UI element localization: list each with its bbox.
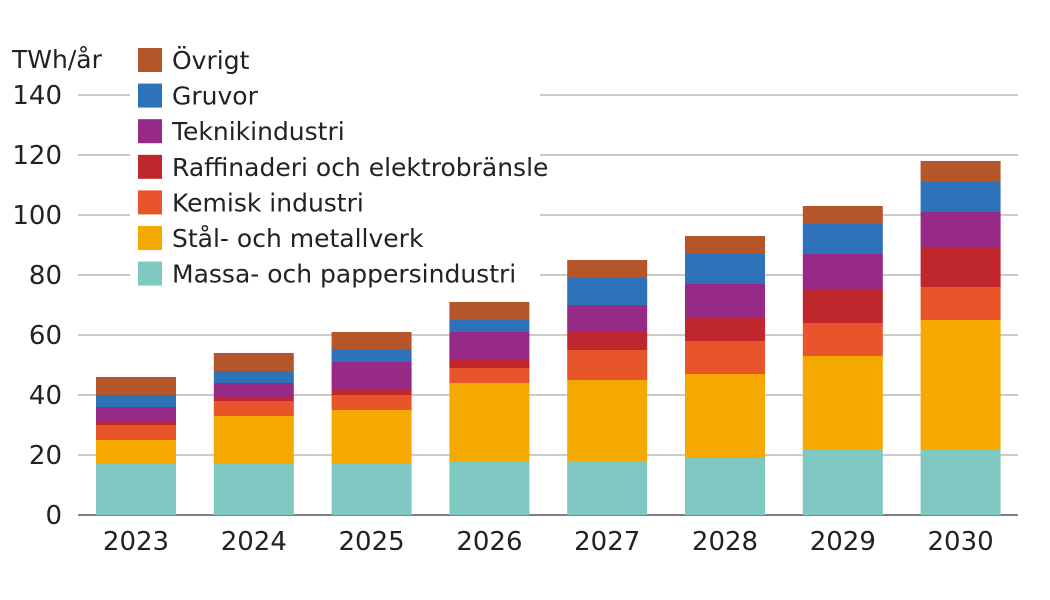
legend-label: Övrigt [172,46,250,75]
bar-segment [449,368,530,383]
bar-segment [567,332,648,350]
bar-segment [802,254,883,290]
bar-segment [213,371,294,383]
y-tick-label: 100 [12,201,62,231]
bar-segment [685,284,765,317]
bar-segment [96,464,176,515]
y-tick-label: 40 [29,381,62,411]
y-tick-label: 20 [29,441,62,471]
legend-background [130,82,540,294]
legend-swatch [138,226,162,250]
bar-segment [449,383,530,461]
bar-segment [213,353,294,371]
bar-segment [449,359,530,368]
y-tick-label: 0 [45,501,62,531]
x-tick-label: 2026 [456,527,522,557]
bar-segment [96,425,176,440]
bar-segment [96,395,176,407]
bar-segment [331,410,412,464]
bar-segment [567,461,648,515]
bar-segment [449,320,530,332]
bar-segment [213,416,294,464]
bar-segment [567,305,648,332]
bar-segment [920,212,1001,248]
bar-segment [567,260,648,278]
bar-segment [567,350,648,380]
legend-swatch [138,119,162,144]
bar-segment [213,398,294,401]
bar-segment [449,461,530,515]
bar-segment [331,464,412,515]
bar-segment [567,380,648,461]
x-tick-label: 2029 [810,527,876,557]
bar-segment [213,383,294,398]
bar-segment [331,389,412,395]
bar-segment [802,449,883,515]
bar-segment [685,341,765,374]
legend-swatch [138,48,162,72]
legend-swatch [138,261,162,286]
y-tick-label: 80 [29,261,62,291]
bar-segment [96,440,176,464]
bar-segment [96,422,176,425]
bar-segment [685,374,765,458]
bars [96,161,1001,515]
bar-segment [331,332,412,350]
bar-segment [920,320,1001,449]
x-tick-label: 2025 [339,527,405,557]
x-tick-label: 2030 [928,527,994,557]
bar-segment [920,161,1001,182]
legend-label: Teknikindustri [171,117,345,146]
bar-segment [96,407,176,422]
bar-segment [920,287,1001,320]
legend-label: Raffinaderi och elektrobränsle [172,153,548,182]
bar-segment [331,350,412,362]
bar-segment [213,464,294,515]
bar-segment [685,458,765,515]
y-tick-label: 60 [29,321,62,351]
y-axis: 0 20 40 60 80 100 120 140 [12,81,62,531]
bar-segment [802,356,883,449]
y-tick-label: 140 [12,81,62,111]
bar-segment [449,332,530,359]
bar-segment [685,236,765,254]
bar-segment [802,206,883,224]
bar-segment [331,362,412,389]
legend: Övrigt Gruvor Teknikindustri Raffinaderi oc… [138,46,548,289]
x-tick-label: 2028 [692,527,758,557]
bar-segment [331,395,412,410]
bar-segment [96,377,176,395]
bar-segment [685,254,765,284]
legend-label: Stål- och metallverk [172,224,424,253]
bar-segment [920,248,1001,287]
bar-segment [449,302,530,320]
bar-segment [213,401,294,416]
legend-swatch [138,154,162,179]
legend-label: Massa- och pappersindustri [172,260,516,289]
y-axis-unit-label: TWh/år [11,45,103,74]
legend-swatch [138,190,162,215]
bar-segment [567,278,648,305]
y-tick-label: 120 [12,141,62,171]
bar-segment [920,182,1001,212]
legend-swatch [138,83,162,108]
bar-segment [920,449,1001,515]
x-axis: 2023 2024 2025 2026 2027 2028 2029 2030 [103,527,994,557]
bar-segment [802,323,883,356]
bar-segment [685,317,765,341]
legend-label: Kemisk industri [172,188,364,217]
x-tick-label: 2023 [103,527,169,557]
legend-label: Gruvor [172,82,259,111]
x-tick-label: 2024 [221,527,287,557]
bar-segment [802,224,883,254]
x-tick-label: 2027 [574,527,640,557]
bar-segment [802,290,883,323]
